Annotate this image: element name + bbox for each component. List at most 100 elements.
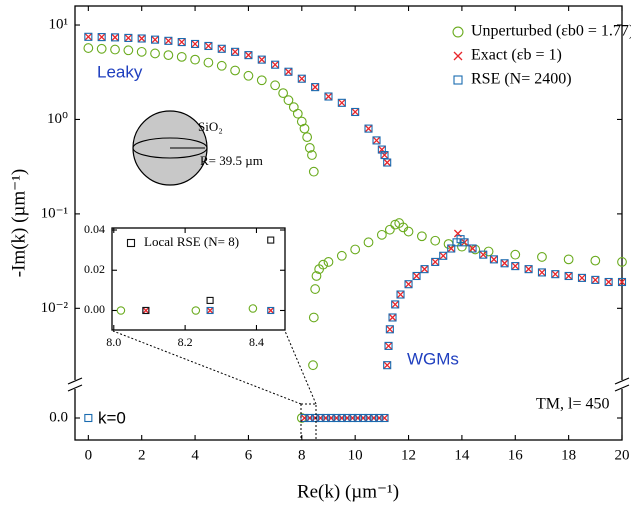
- legend-label: RSE (N= 2400): [471, 71, 572, 88]
- data-point: [324, 92, 333, 101]
- data-point: [511, 262, 520, 271]
- data-point: [537, 252, 547, 262]
- data-point: [590, 255, 601, 266]
- data-point: [284, 67, 293, 76]
- wgm-label: WGMs: [407, 349, 459, 368]
- data-point: [591, 275, 600, 284]
- data-point: [460, 238, 469, 247]
- data-point: [431, 257, 440, 266]
- data-point: [564, 271, 573, 281]
- data-point: [305, 413, 314, 423]
- data-point: [217, 44, 226, 53]
- x-tick-label: 4: [191, 447, 199, 463]
- x-tick-label: 16: [508, 447, 524, 463]
- mode-label: TM, l= 450: [536, 396, 609, 413]
- data-point: [163, 50, 174, 61]
- data-point: [267, 306, 275, 315]
- data-point: [350, 244, 361, 255]
- data-point: [468, 244, 477, 253]
- data-point: [278, 88, 289, 99]
- data-point: [271, 60, 280, 69]
- data-point: [385, 325, 394, 334]
- data-point: [321, 413, 330, 423]
- plot-frame: [111, 227, 286, 331]
- data-point: [489, 255, 498, 264]
- data-point: [308, 166, 319, 177]
- data-point: [164, 36, 173, 45]
- data-point: [431, 257, 440, 266]
- legend-marker: [453, 51, 463, 61]
- axis-break: [616, 380, 628, 389]
- y-tick-label: 0.0: [49, 409, 68, 425]
- data-point: [404, 280, 413, 289]
- data-point: [256, 75, 267, 86]
- legend-marker: [126, 238, 136, 248]
- radius-label: R= 39.5 µm: [200, 153, 263, 168]
- data-point: [136, 46, 147, 57]
- data-point: [244, 51, 253, 60]
- leaky-label: Leaky: [97, 62, 143, 81]
- data-point: [307, 150, 317, 160]
- plot-area: 8.0 8.2 8.4 0.00 0.02 0.04 Local RSE (N= 8): [84, 222, 286, 349]
- x-tick-label: 8.2: [178, 335, 193, 349]
- data-point: [311, 413, 320, 423]
- data-point: [217, 44, 226, 53]
- data-point: [124, 33, 133, 42]
- data-point: [111, 33, 119, 42]
- data-point: [204, 42, 213, 50]
- data-point: [83, 43, 94, 53]
- x-tick-label: 18: [561, 447, 576, 463]
- data-point: [604, 278, 613, 286]
- data-point: [524, 265, 533, 274]
- data-point: [164, 36, 173, 45]
- data-point: [123, 45, 134, 56]
- x-tick-label: 2: [138, 447, 146, 463]
- data-point: [430, 235, 441, 246]
- data-point: [116, 306, 126, 315]
- data-point: [385, 325, 394, 334]
- x-tick-label: 8.4: [249, 335, 264, 349]
- data-point: [336, 250, 347, 261]
- data-point: [176, 51, 187, 62]
- data-point: [375, 413, 384, 423]
- data-point: [337, 98, 346, 107]
- data-point: [383, 158, 392, 167]
- data-point: [403, 226, 414, 237]
- axis-break: [67, 377, 83, 385]
- data-point: [97, 33, 106, 42]
- data-point: [244, 51, 253, 60]
- legend-marker: [452, 26, 464, 38]
- data-point: [351, 107, 360, 117]
- data-point: [377, 145, 386, 154]
- axis-break: [69, 380, 81, 389]
- data-point: [327, 413, 336, 423]
- data-point: [348, 413, 357, 423]
- x-tick-label: 6: [245, 447, 253, 463]
- data-point: [206, 307, 214, 314]
- data-point: [231, 47, 240, 56]
- data-point: [311, 271, 322, 281]
- data-point: [384, 341, 393, 350]
- data-point: [248, 304, 258, 313]
- data-point: [324, 92, 333, 101]
- data-point: [337, 98, 346, 107]
- data-point: [204, 41, 213, 51]
- data-point: [618, 278, 626, 286]
- data-point: [369, 413, 378, 423]
- data-point: [337, 413, 346, 423]
- data-point: [420, 265, 429, 274]
- x-tick-label: 20: [615, 447, 630, 463]
- data-point: [110, 33, 120, 42]
- y-tick-label: 10⁻²: [41, 300, 69, 316]
- data-point: [524, 265, 533, 274]
- data-point: [617, 277, 627, 287]
- data-point: [510, 249, 521, 260]
- data-point: [332, 413, 341, 423]
- x-tick-label: 8: [298, 447, 306, 463]
- data-point: [359, 413, 368, 423]
- data-point: [271, 60, 280, 69]
- data-point: [384, 224, 395, 235]
- data-point: [206, 296, 214, 304]
- data-point: [296, 116, 307, 127]
